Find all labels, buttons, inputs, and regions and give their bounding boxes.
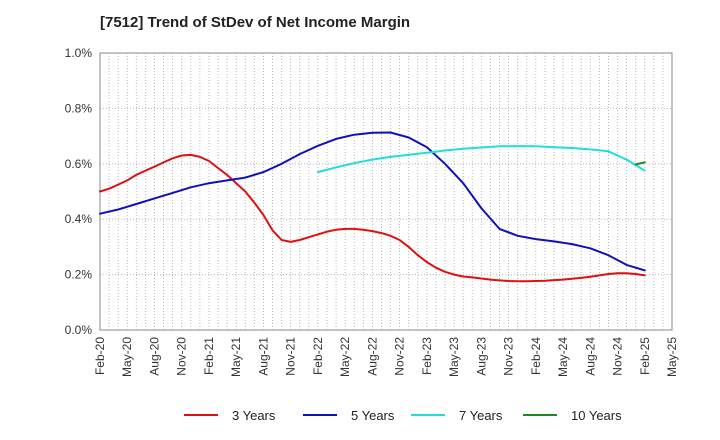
legend-item: 7 Years <box>411 404 502 426</box>
series-line-5-years <box>99 131 646 272</box>
y-tick-label: 0.8% <box>65 101 93 115</box>
x-tick-label: Aug-24 <box>583 337 597 376</box>
x-tick-label: May-23 <box>447 337 461 377</box>
plot-area-frame <box>99 52 673 331</box>
legend-label: 7 Years <box>459 407 503 423</box>
x-tick-label: May-20 <box>120 337 134 377</box>
legend-label: 10 Years <box>571 407 622 423</box>
y-tick-label: 0.4% <box>65 212 93 226</box>
legend-swatch <box>303 414 337 416</box>
legend-item: 3 Years <box>184 404 275 426</box>
x-tick-label: Aug-21 <box>256 337 270 376</box>
legend-item: 5 Years <box>303 404 394 426</box>
grid-lines <box>100 53 672 330</box>
y-axis-ticks: 0.0% 0.2% 0.4% 0.6% 0.8% 1.0% <box>65 46 93 337</box>
y-tick-label: 0.6% <box>65 157 93 171</box>
x-tick-label: Nov-21 <box>284 337 298 376</box>
y-tick-label: 1.0% <box>65 46 93 60</box>
x-tick-label: Nov-22 <box>393 337 407 376</box>
legend-swatch <box>411 414 445 416</box>
series-line-3-years <box>99 153 646 283</box>
chart-title: [7512] Trend of StDev of Net Income Marg… <box>100 14 411 31</box>
x-tick-label: Feb-20 <box>93 337 107 375</box>
x-tick-label: Feb-25 <box>638 337 652 375</box>
y-tick-label: 0.0% <box>65 323 93 337</box>
legend-label: 3 Years <box>232 407 276 423</box>
x-tick-label: May-21 <box>229 337 243 377</box>
x-tick-label: Feb-24 <box>529 337 543 375</box>
legend-swatch <box>184 414 218 416</box>
x-tick-label: May-22 <box>338 337 352 377</box>
legend-label: 5 Years <box>351 407 395 423</box>
x-tick-label: Nov-24 <box>611 337 625 376</box>
legend-item: 10 Years <box>523 404 622 426</box>
x-tick-label: Nov-20 <box>175 337 189 376</box>
legend-swatch <box>523 414 557 416</box>
legend: 3 Years 5 Years 7 Years 10 Years <box>0 404 720 426</box>
series-line-10-years <box>634 161 646 166</box>
x-tick-label: Feb-22 <box>311 337 325 375</box>
x-axis-ticks: Feb-20 May-20 Aug-20 Nov-20 Feb-21 May-21 Aug-… <box>93 337 679 377</box>
x-tick-label: Aug-22 <box>365 337 379 376</box>
series-line-7-years <box>316 145 646 174</box>
x-tick-label: May-24 <box>556 337 570 377</box>
x-tick-label: Nov-23 <box>502 337 516 376</box>
x-tick-label: Feb-23 <box>420 337 434 375</box>
y-tick-label: 0.2% <box>65 268 93 282</box>
series-group <box>99 131 646 283</box>
x-tick-label: Feb-21 <box>202 337 216 375</box>
x-tick-label: May-25 <box>665 337 679 377</box>
x-tick-label: Aug-20 <box>147 337 161 376</box>
x-tick-label: Aug-23 <box>474 337 488 376</box>
